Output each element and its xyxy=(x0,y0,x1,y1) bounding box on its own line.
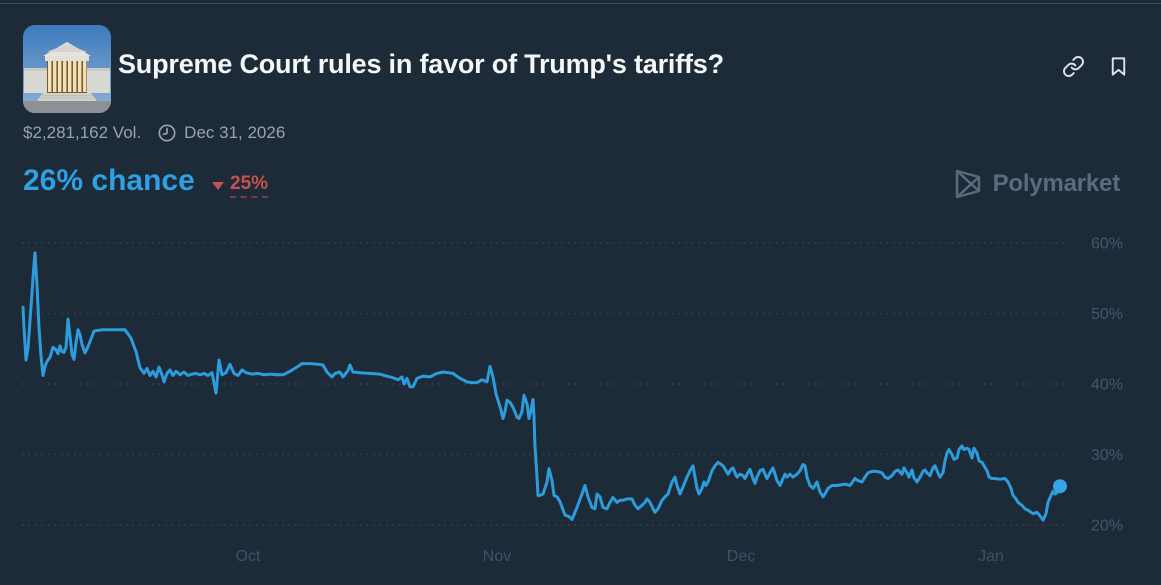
market-image xyxy=(23,25,111,113)
volume-text: $2,281,162 Vol. xyxy=(23,123,142,142)
y-tick-label: 50% xyxy=(1091,306,1123,323)
y-tick-label: 30% xyxy=(1091,447,1123,464)
arrow-down-icon xyxy=(212,181,224,190)
header-actions xyxy=(1062,54,1131,78)
x-tick-label: Nov xyxy=(483,548,511,565)
price-line[interactable] xyxy=(21,251,1062,522)
market-title: Supreme Court rules in favor of Trump's … xyxy=(118,49,724,79)
price-change-indicator: 25% xyxy=(212,173,269,198)
chance-value: 26% chance xyxy=(23,164,195,197)
y-tick-label: 40% xyxy=(1091,377,1123,394)
clock-icon xyxy=(157,123,177,143)
polymarket-wordmark: Polymarket xyxy=(992,170,1121,197)
bookmark-button[interactable] xyxy=(1107,54,1131,78)
link-icon xyxy=(1063,55,1084,77)
polymarket-logo-icon xyxy=(955,169,980,199)
window-top-edge xyxy=(0,3,1161,4)
x-tick-label: Dec xyxy=(727,548,755,565)
bookmark-icon xyxy=(1111,56,1126,76)
market-meta: $2,281,162 Vol. Dec 31, 2026 xyxy=(23,122,285,144)
change-percent: 25% xyxy=(230,173,269,198)
x-tick-label: Jan xyxy=(978,548,1004,565)
x-tick-label: Oct xyxy=(236,548,261,565)
end-date-text: Dec 31, 2026 xyxy=(184,123,286,142)
polymarket-branding[interactable]: Polymarket xyxy=(953,168,1120,200)
current-price-dot[interactable] xyxy=(1053,479,1067,494)
y-tick-label: 60% xyxy=(1091,236,1123,253)
supreme-court-image xyxy=(23,25,111,113)
copy-link-button[interactable] xyxy=(1062,54,1086,78)
y-tick-label: 20% xyxy=(1091,518,1123,535)
